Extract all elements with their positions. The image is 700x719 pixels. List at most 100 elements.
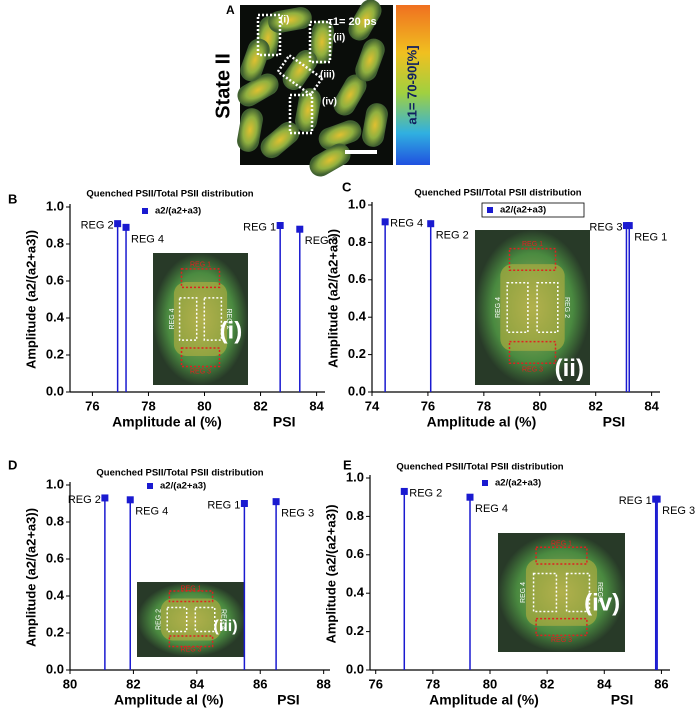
legend-box (481, 202, 585, 218)
x-tick-label: 86 (654, 676, 668, 691)
point-label: REG 1 (207, 499, 240, 511)
chart-title: Quenched PSII/Total PSII distribution (414, 188, 581, 199)
inset-box (168, 590, 214, 603)
inset-title: (i) (220, 318, 243, 345)
panel-label: B (8, 191, 17, 206)
y-axis-label: Amplitude (a2/(a2+a3)) (325, 229, 340, 368)
x-tick-label: 86 (253, 676, 267, 691)
region-label: (iv) (322, 97, 337, 108)
point-label: REG 4 (135, 506, 168, 518)
inset-cell (173, 282, 228, 356)
point-label: REG 3 (281, 508, 314, 520)
inset-box (535, 546, 588, 565)
y-tick-label: 1.0 (346, 469, 364, 484)
marker (276, 222, 284, 229)
x-tick-label: 84 (644, 398, 659, 413)
point-label: REG 3 (305, 235, 338, 247)
inset-title: (iv) (584, 590, 620, 617)
y-axis-label: Amplitude (a2/(a2+a3)) (23, 508, 38, 647)
x-tick-label: 76 (421, 398, 435, 413)
y-tick-label: 0.4 (46, 309, 65, 324)
x-axis-note: PSI (277, 692, 300, 708)
y-tick-label: 0.8 (46, 235, 64, 250)
y-tick-label: 0.6 (46, 550, 64, 565)
cell (240, 38, 270, 82)
x-tick-label: 76 (85, 398, 99, 413)
cell (355, 38, 385, 82)
inset-label: REG 2 (563, 297, 570, 318)
marker (381, 218, 389, 226)
point-label: REG 1 (619, 495, 652, 507)
x-axis-note: PSI (611, 692, 634, 708)
y-axis-label: Amplitude (a2/(a2+a3)) (323, 504, 338, 643)
chart-panel: C Quenched PSII/Total PSII distribution RE… (325, 179, 667, 429)
x-tick-label: 78 (141, 398, 155, 413)
colorbar-label: a1= 70-90[%] (404, 45, 419, 124)
y-tick-label: 0.0 (348, 383, 366, 398)
y-tick-label: 0.8 (46, 513, 64, 528)
marker (272, 498, 280, 506)
point-label: REG 2 (81, 220, 114, 232)
region-box (256, 13, 282, 57)
point-label: REG 3 (662, 505, 695, 517)
y-tick-label: 0.0 (46, 661, 64, 676)
legend-marker (482, 480, 488, 486)
marker (427, 220, 435, 228)
y-tick-label: 0.6 (346, 546, 364, 561)
cell (237, 108, 263, 152)
chart-title: Quenched PSII/Total PSII distribution (86, 189, 253, 200)
inset-label: REG 1 (180, 586, 201, 593)
legend-label: a2/(a2+a3) (155, 206, 201, 217)
x-tick-label: 84 (190, 676, 205, 691)
x-tick-label: 80 (63, 676, 77, 691)
inset-box (508, 340, 557, 365)
inset-title: (iii) (214, 618, 238, 635)
marker (296, 225, 304, 233)
cell (295, 88, 321, 132)
x-axis-label: Amplitude al (%) (112, 414, 222, 430)
cells: (i) (ii) (iii) (iv) (237, 0, 388, 177)
inset-box (194, 606, 216, 633)
marker (122, 223, 130, 231)
x-tick-label: 82 (253, 398, 267, 413)
inset-label: REG 3 (522, 366, 543, 373)
inset-label: REG 1 (551, 541, 572, 548)
point-label: REG 2 (436, 230, 469, 242)
inset-label: REG 3 (551, 637, 572, 644)
point-label: REG 4 (475, 503, 508, 515)
inset-label: REG 3 (180, 646, 201, 653)
y-axis-label: Amplitude (a2/(a2+a3)) (23, 230, 38, 369)
inset-label: REG 1 (190, 262, 211, 269)
point-label: REG 3 (589, 221, 622, 233)
legend-marker (487, 207, 493, 213)
inset-box (536, 281, 559, 334)
inset-label: REG 2 (596, 582, 603, 603)
y-tick-label: 0.0 (46, 383, 64, 398)
point-label: REG 4 (390, 218, 423, 230)
x-axis-note: PSI (273, 414, 296, 430)
panel-label: C (342, 179, 352, 194)
y-tick-label: 0.2 (46, 624, 64, 639)
cell (237, 73, 279, 107)
chart-title: Quenched PSII/Total PSII distribution (96, 468, 263, 479)
cell (348, 0, 382, 41)
y-tick-label: 0.4 (46, 587, 65, 602)
region-box (288, 93, 314, 135)
legend-label: a2/(a2+a3) (495, 478, 541, 489)
legend-label: a2/(a2+a3) (160, 481, 206, 492)
point-label: REG 2 (409, 487, 442, 499)
cell (362, 103, 388, 147)
inset-label: REG 1 (522, 241, 543, 248)
inset-cell (160, 598, 222, 641)
x-axis-label: Amplitude al (%) (114, 692, 224, 708)
x-tick-label: 78 (426, 676, 440, 691)
x-tick-label: 88 (316, 676, 330, 691)
legend-label: a2/(a2+a3) (500, 205, 546, 216)
point-label: REG 1 (634, 231, 667, 243)
x-tick-label: 80 (197, 398, 211, 413)
chart-panel: E Quenched PSII/Total PSII distribution RE… (323, 457, 695, 707)
inset-label: REG 4 (220, 609, 227, 630)
x-tick-label: 80 (483, 676, 497, 691)
x-tick-label: 84 (597, 676, 612, 691)
